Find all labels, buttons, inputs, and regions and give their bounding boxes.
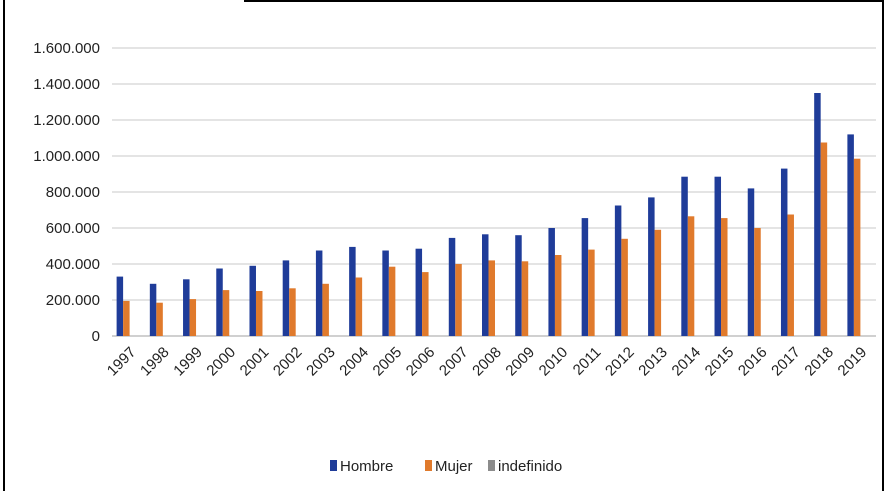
bar-hombre-2007 (448, 237, 456, 336)
x-tick-label: 1998 (137, 344, 173, 380)
x-tick-label: 2011 (570, 344, 605, 379)
x-tick-label: 2015 (702, 344, 738, 380)
y-tick-label: 400.000 (46, 256, 100, 273)
y-tick-label: 1.400.000 (33, 76, 100, 93)
legend-label-indefinido: indefinido (498, 458, 562, 475)
bar-hombre-2008 (482, 234, 489, 336)
bar-mujer-2002 (289, 288, 296, 336)
x-tick-label: 2013 (635, 344, 671, 380)
x-tick-label: 2006 (403, 344, 439, 380)
bar-hombre-2014 (681, 176, 688, 336)
x-tick-label: 2008 (469, 344, 505, 380)
bar-hombre-2018 (814, 93, 821, 336)
bar-hombre-2016 (747, 188, 755, 336)
y-tick-label: 800.000 (46, 184, 100, 201)
x-tick-label: 2001 (237, 344, 273, 380)
bar-hombre-1999 (183, 279, 190, 336)
y-tick-label: 600.000 (46, 220, 100, 237)
bar-hombre-2015 (714, 176, 722, 336)
x-tick-label: 2014 (669, 344, 705, 380)
bar-mujer-2019 (853, 158, 861, 336)
bar-mujer-1999 (189, 299, 197, 336)
bar-mujer-2000 (222, 290, 230, 336)
bar-hombre-2002 (282, 260, 290, 336)
x-tick-label: 2009 (502, 344, 538, 380)
legend-swatch-mujer (425, 460, 432, 471)
bar-mujer-2009 (521, 261, 529, 336)
bar-mujer-2003 (322, 283, 329, 336)
bar-hombre-2010 (548, 228, 555, 336)
bar-hombre-1998 (149, 283, 157, 336)
bar-hombre-2013 (648, 197, 655, 336)
bar-hombre-2019 (847, 134, 854, 336)
x-tick-label: 2004 (336, 344, 372, 380)
bar-mujer-2017 (787, 214, 794, 336)
legend-swatch-hombre (330, 460, 337, 471)
x-tick-label: 2000 (203, 344, 239, 380)
x-tick-label: 2005 (370, 344, 406, 380)
y-tick-label: 200.000 (46, 292, 100, 309)
bar-mujer-1998 (156, 302, 163, 336)
x-tick-label: 2012 (602, 344, 638, 380)
x-tick-label: 2002 (270, 344, 306, 380)
legend-label-hombre: Hombre (340, 458, 393, 475)
y-tick-label: 1.000.000 (33, 148, 100, 165)
bar-mujer-2011 (588, 249, 595, 336)
bar-mujer-2004 (355, 277, 363, 336)
bar-mujer-2015 (721, 218, 728, 336)
bar-mujer-2012 (621, 238, 628, 336)
bar-hombre-2011 (581, 218, 589, 336)
x-tick-label: 2007 (436, 344, 472, 380)
bar-hombre-2001 (249, 265, 256, 336)
legend-swatch-indefinido (488, 460, 495, 471)
bar-hombre-2006 (415, 248, 423, 336)
x-tick-label: 1999 (170, 344, 206, 380)
bar-mujer-2006 (422, 272, 429, 336)
bar-mujer-2007 (455, 264, 462, 336)
plot-area: 0 200.000 400.000 600.000 800.000 1.000.000 1.… (33, 40, 876, 379)
bar-hombre-2000 (216, 268, 223, 336)
y-tick-label: 1.200.000 (33, 112, 100, 129)
bar-mujer-2013 (654, 229, 662, 336)
bar-mujer-2016 (754, 228, 761, 336)
bar-mujer-2018 (820, 142, 828, 336)
y-tick-label: 1.600.000 (33, 40, 100, 57)
bar-hombre-2017 (780, 168, 788, 336)
bar-mujer-2010 (554, 255, 562, 336)
x-tick-label: 2010 (536, 344, 572, 380)
x-tick-label: 2019 (835, 344, 871, 380)
bar-mujer-2001 (255, 291, 263, 336)
x-tick-label: 2018 (801, 344, 837, 380)
y-tick-label: 0 (92, 328, 100, 345)
x-tick-label: 2003 (303, 344, 339, 380)
x-tick-label: 2016 (735, 344, 771, 380)
bar-hombre-2012 (614, 205, 622, 336)
bar-mujer-2014 (687, 216, 695, 336)
bar-hombre-2009 (515, 235, 522, 336)
bar-hombre-1997 (116, 276, 124, 336)
x-tick-label: 1997 (104, 344, 140, 380)
legend-label-mujer: Mujer (435, 458, 473, 475)
bar-mujer-2005 (388, 266, 396, 336)
bar-hombre-2003 (315, 250, 323, 336)
bar-mujer-2008 (488, 260, 495, 336)
bar-hombre-2004 (349, 246, 356, 336)
bar-hombre-2005 (382, 250, 389, 336)
x-tick-label: 2017 (768, 344, 804, 380)
bar-mujer-1997 (123, 300, 130, 336)
legend: Hombre Mujer indefinido (330, 458, 562, 475)
